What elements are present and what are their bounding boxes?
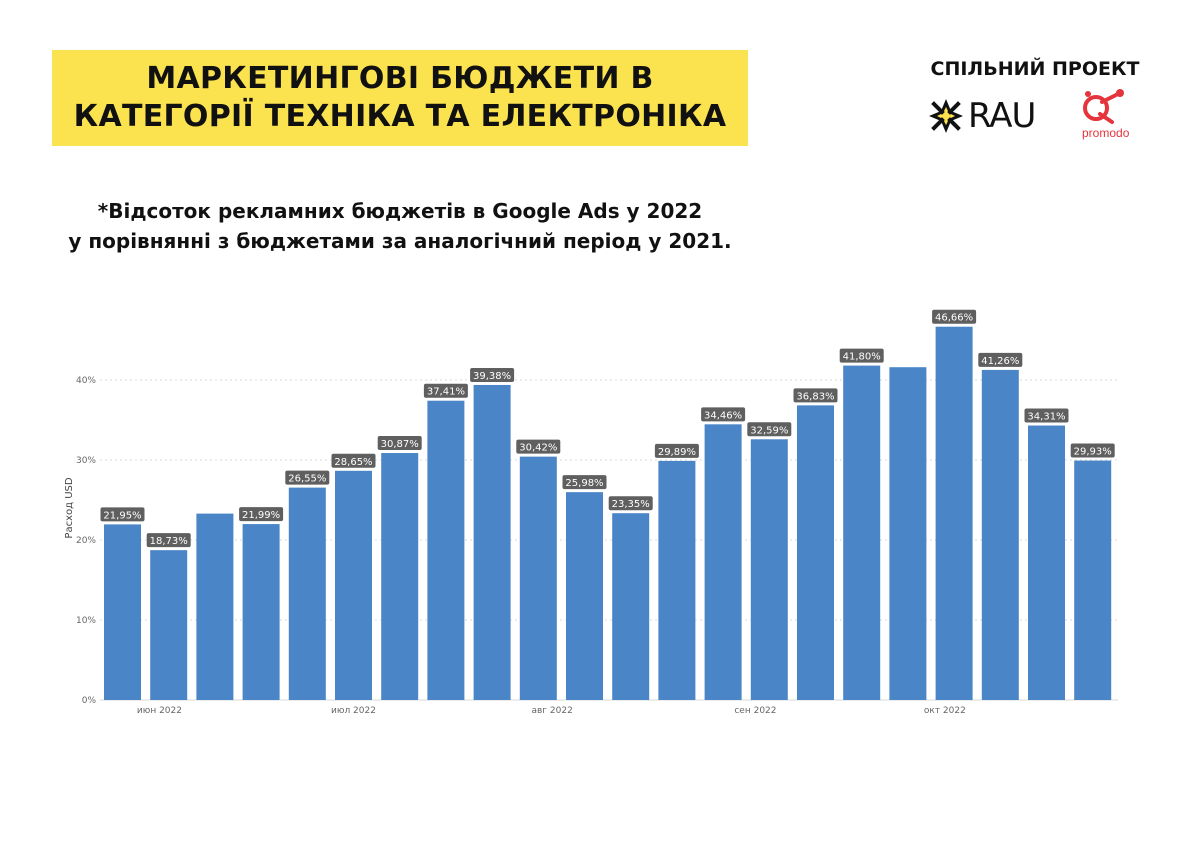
bar — [427, 400, 465, 700]
x-tick-label: сен 2022 — [734, 706, 776, 716]
bar — [1028, 425, 1065, 700]
rau-logo: RAU — [928, 96, 1048, 138]
data-label: 41,80% — [839, 348, 884, 363]
svg-text:36,83%: 36,83% — [796, 391, 834, 402]
svg-text:34,46%: 34,46% — [704, 410, 742, 421]
bar — [750, 439, 788, 700]
bar — [381, 453, 419, 700]
data-label: 32,59% — [747, 422, 792, 437]
svg-text:23,35%: 23,35% — [612, 499, 650, 510]
data-label: 18,73% — [146, 533, 191, 548]
data-label: 23,35% — [608, 496, 653, 511]
data-label: 30,87% — [377, 436, 422, 451]
data-label: 26,55% — [285, 470, 330, 485]
svg-text:21,99%: 21,99% — [242, 510, 280, 521]
data-label: 21,99% — [239, 507, 284, 522]
data-label: 30,42% — [516, 439, 561, 454]
svg-text:30,42%: 30,42% — [519, 443, 557, 454]
promodo-logo-text: promodo — [1082, 126, 1130, 140]
y-axis-label: Расход USD — [64, 477, 75, 538]
data-label: 34,46% — [701, 407, 746, 422]
chart-subtitle: *Відсоток рекламних бюджетів в Google Ad… — [0, 196, 800, 256]
promodo-mark-icon — [1083, 89, 1124, 124]
x-tick-label: авг 2022 — [531, 706, 572, 716]
svg-text:32,59%: 32,59% — [750, 425, 788, 436]
svg-text:46,66%: 46,66% — [935, 313, 973, 324]
data-label: 25,98% — [562, 475, 607, 490]
bar — [519, 456, 557, 700]
svg-text:29,89%: 29,89% — [658, 447, 696, 458]
data-label: 28,65% — [331, 453, 376, 468]
bar — [889, 367, 927, 700]
y-tick-label: 10% — [76, 616, 96, 626]
svg-text:41,80%: 41,80% — [843, 352, 881, 363]
bar — [981, 369, 1019, 700]
title-line-1: МАРКЕТИНГОВІ БЮДЖЕТИ В — [146, 61, 654, 96]
rau-logo-text: RAU — [968, 96, 1036, 136]
svg-text:39,38%: 39,38% — [473, 371, 511, 382]
x-tick-label: июн 2022 — [137, 706, 182, 716]
y-tick-label: 30% — [76, 456, 96, 466]
data-label: 41,26% — [978, 352, 1023, 367]
x-tick-label: окт 2022 — [924, 706, 966, 716]
svg-text:29,93%: 29,93% — [1074, 447, 1112, 458]
x-tick-label: июл 2022 — [331, 706, 376, 716]
svg-text:21,95%: 21,95% — [103, 510, 141, 521]
svg-text:34,31%: 34,31% — [1027, 412, 1065, 423]
bar — [658, 460, 696, 700]
svg-text:41,26%: 41,26% — [981, 356, 1019, 367]
bar-chart: 0% 10% 20% 30% 40% Расход USD 21,95% 18,73% 21,9… — [64, 309, 1118, 716]
bar — [196, 513, 234, 700]
subtitle-line-2: у порівнянні з бюджетами за аналогічний … — [68, 229, 732, 253]
svg-text:25,98%: 25,98% — [565, 478, 603, 489]
data-label: 21,95% — [100, 507, 145, 522]
bar — [797, 405, 834, 700]
rau-star-icon — [929, 99, 963, 133]
bar — [150, 550, 188, 700]
bar — [843, 365, 881, 700]
title-banner: МАРКЕТИНГОВІ БЮДЖЕТИ В КАТЕГОРІЇ ТЕХНІКА… — [52, 50, 748, 146]
svg-text:37,41%: 37,41% — [427, 387, 465, 398]
bar — [242, 524, 280, 700]
subtitle-line-1: *Відсоток рекламних бюджетів в Google Ad… — [97, 199, 703, 223]
bar — [473, 384, 511, 700]
title-line-2: КАТЕГОРІЇ ТЕХНІКА ТА ЕЛЕКТРОНІКА — [73, 99, 727, 134]
bar — [566, 492, 603, 700]
promodo-logo: promodo — [1078, 88, 1138, 144]
bar — [704, 424, 742, 700]
y-tick-label: 40% — [76, 376, 96, 386]
bar — [935, 326, 973, 700]
bar — [612, 513, 650, 700]
data-label: 37,41% — [423, 383, 468, 398]
bar — [335, 470, 372, 700]
y-tick-label: 20% — [76, 536, 96, 546]
y-tick-label: 0% — [82, 696, 97, 706]
bar — [104, 524, 141, 700]
data-label: 46,66% — [932, 309, 977, 324]
data-label: 39,38% — [470, 367, 515, 382]
data-label: 29,93% — [1070, 443, 1115, 458]
svg-text:26,55%: 26,55% — [288, 474, 326, 485]
bar — [288, 487, 326, 700]
svg-text:18,73%: 18,73% — [150, 536, 188, 547]
bar — [1074, 460, 1112, 700]
data-label: 34,31% — [1024, 408, 1069, 423]
data-label: 36,83% — [793, 388, 838, 403]
svg-text:28,65%: 28,65% — [334, 457, 372, 468]
svg-text:30,87%: 30,87% — [381, 439, 419, 450]
data-label: 29,89% — [654, 443, 699, 458]
partner-label: СПІЛЬНИЙ ПРОЕКТ — [930, 58, 1140, 80]
